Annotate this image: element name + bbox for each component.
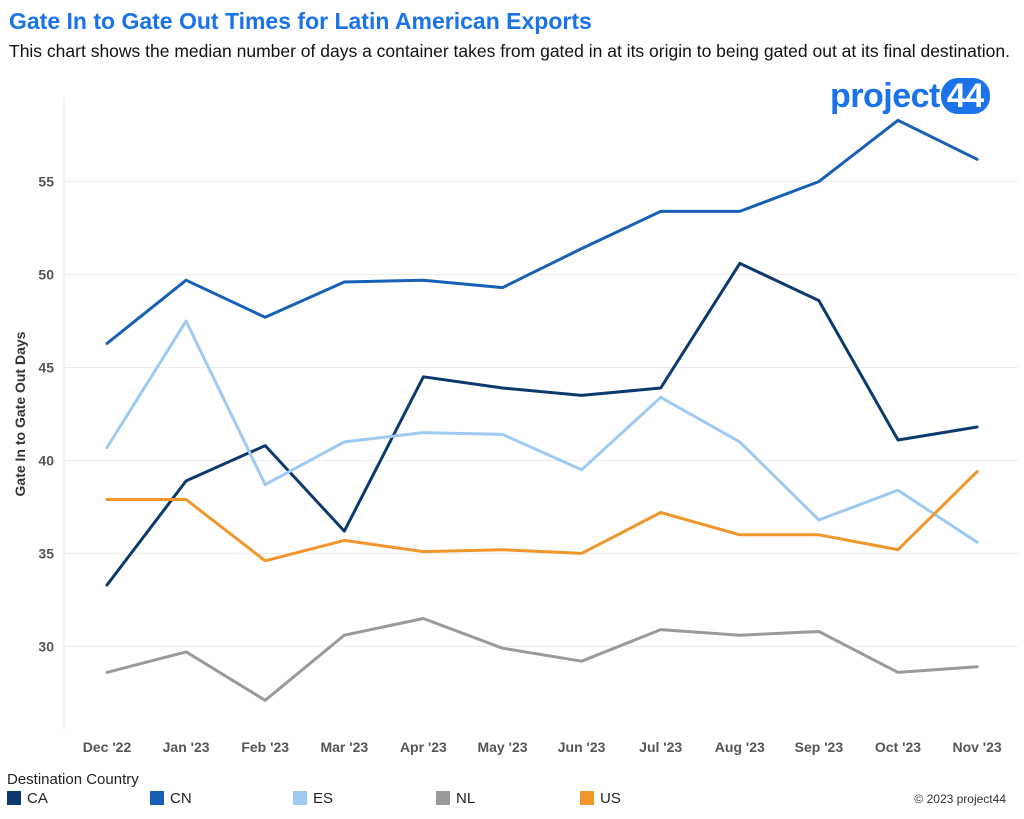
x-tick-label: Jul '23 <box>639 739 682 755</box>
series-line-cn <box>105 118 979 345</box>
legend-title: Destination Country <box>7 771 139 788</box>
x-tick-label: Dec '22 <box>83 739 132 755</box>
y-tick-label: 35 <box>38 545 54 561</box>
x-tick-label: Feb '23 <box>241 739 289 755</box>
legend-item-es[interactable]: ES <box>293 790 333 807</box>
y-tick-label: 45 <box>38 360 54 376</box>
y-tick-label: 55 <box>38 174 54 190</box>
y-tick-label: 50 <box>38 267 54 283</box>
legend-swatch-us <box>580 791 594 805</box>
x-tick-label: Sep '23 <box>795 739 844 755</box>
x-tick-label: Nov '23 <box>952 739 1001 755</box>
x-tick-label: Aug '23 <box>715 739 765 755</box>
legend-label-nl: NL <box>456 790 476 807</box>
legend-label-es: ES <box>313 790 334 807</box>
x-tick-label: Apr '23 <box>400 739 447 755</box>
legend-swatch-ca <box>7 791 21 805</box>
legend-item-nl[interactable]: NL <box>436 790 475 807</box>
x-tick-label: May '23 <box>477 739 527 755</box>
x-tick-label: Jun '23 <box>558 739 606 755</box>
y-tick-label: 30 <box>38 638 54 654</box>
series-line-nl <box>105 617 979 702</box>
legend-swatch-es <box>293 791 307 805</box>
logo-word: project <box>830 77 940 115</box>
chart-title: Gate In to Gate Out Times for Latin Amer… <box>9 8 592 34</box>
x-tick-label: Oct '23 <box>875 739 921 755</box>
legend-swatch-cn <box>150 791 164 805</box>
legend-label-cn: CN <box>170 790 192 807</box>
x-tick-label: Jan '23 <box>163 739 210 755</box>
legend-item-cn[interactable]: CN <box>150 790 192 807</box>
y-tick-label: 40 <box>38 452 54 468</box>
series-line-us <box>105 470 979 563</box>
series-line-ca <box>105 261 979 587</box>
legend-item-ca[interactable]: CA <box>7 790 48 807</box>
x-tick-label: Mar '23 <box>320 739 368 755</box>
legend-label-us: US <box>600 790 621 807</box>
legend-item-us[interactable]: US <box>580 790 621 807</box>
chart-subtitle: This chart shows the median number of da… <box>9 41 1010 61</box>
legend-swatch-nl <box>436 791 450 805</box>
series-line-es <box>105 319 979 544</box>
copyright-text: © 2023 project44 <box>914 792 1006 806</box>
logo-number: 44 <box>940 78 990 114</box>
project44-logo: project 44 <box>830 76 990 116</box>
legend-label-ca: CA <box>27 790 48 807</box>
y-axis-label: Gate In to Gate Out Days <box>12 331 28 496</box>
